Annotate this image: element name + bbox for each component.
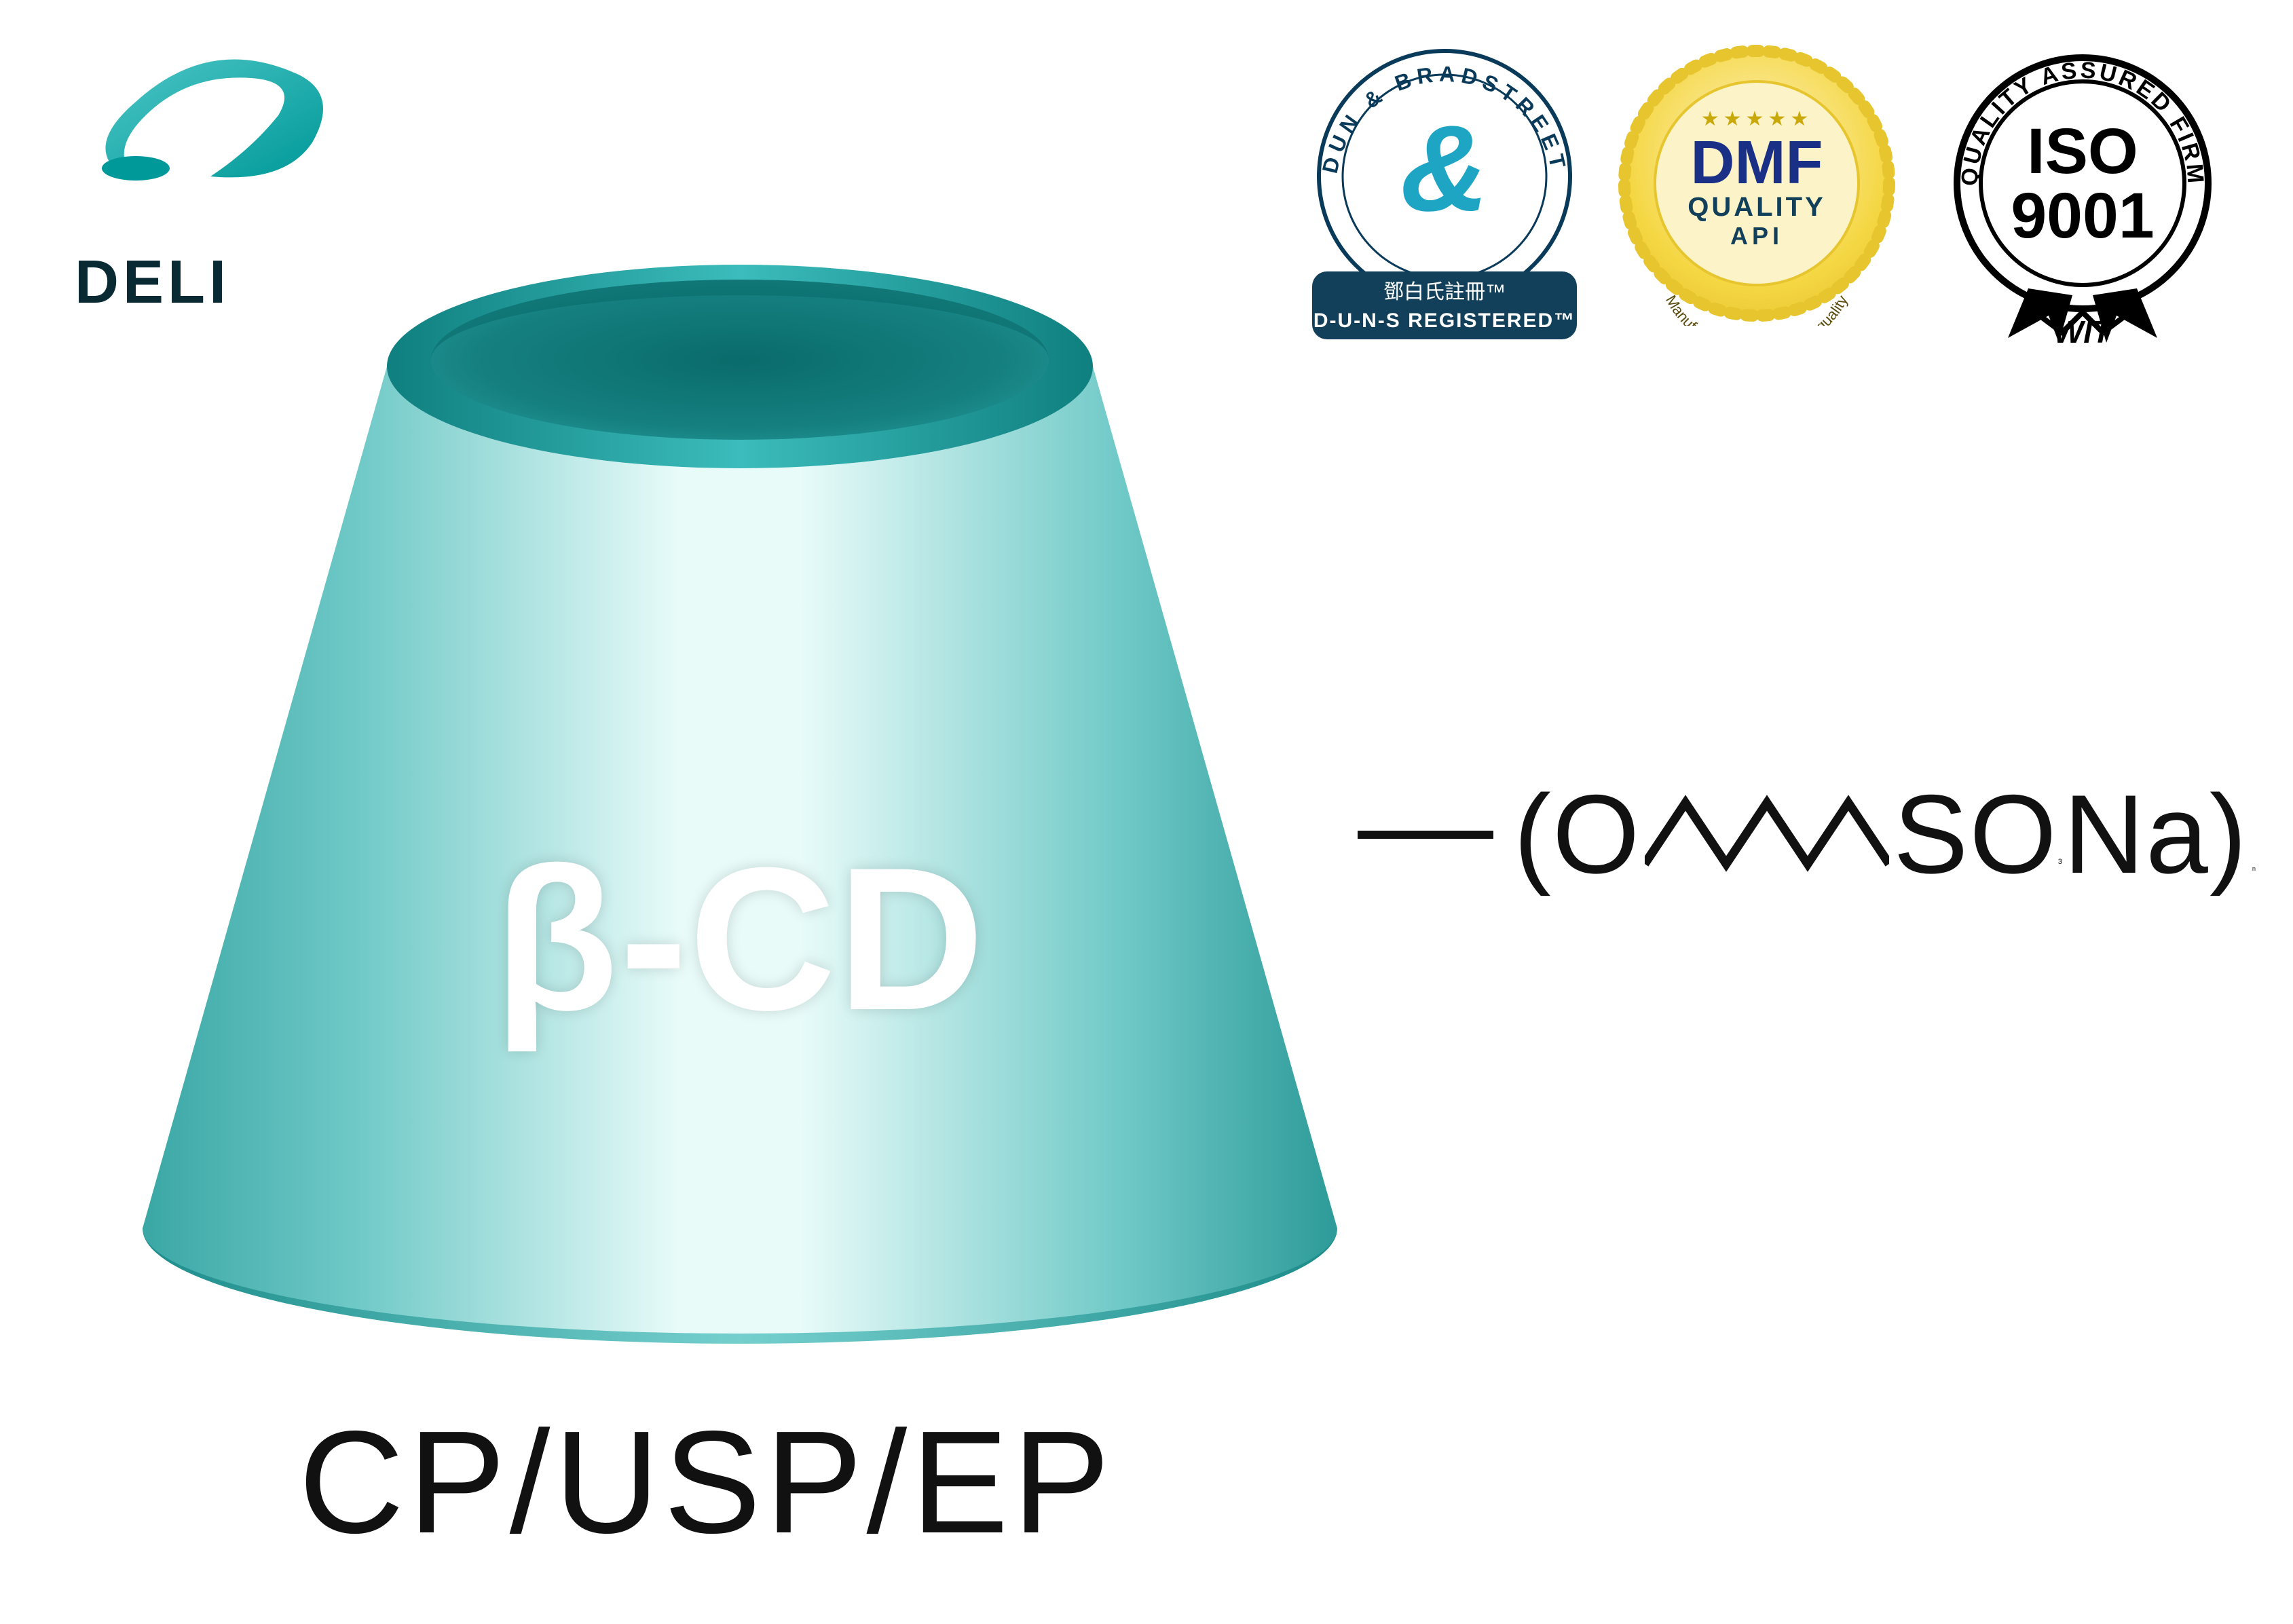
certification-badges: DUN & BRADSTREET & 鄧白氏註冊™ D-U-N-S REGIST… [1288,41,2225,326]
formula-sub3: 3 [2058,858,2064,866]
cone-label: β-CD [494,821,986,1056]
dmf-quality: QUALITY [1688,192,1826,222]
formula-open: ( [1514,770,1552,899]
cyclodextrin-cone-diagram: β-CD [122,224,1358,1323]
formula-close: ) [2210,770,2248,899]
zigzag-icon [1645,791,1889,879]
logo-swoosh-icon [75,41,360,244]
chemical-formula: ( O SO 3 Na ) n [1358,770,2257,899]
iso-line1: ISO [2027,115,2138,187]
iso-badge: QUALITY ASSURED FIRM ISO 9001 WIT [1940,41,2225,326]
duns-chinese: 鄧白氏註冊™ [1383,281,1506,303]
dmf-title: DMF [1691,129,1823,197]
dmf-stars: ★★★★★ [1701,108,1812,130]
formula-so: SO [1893,770,2057,899]
pharmacopoeia-standards: CP/USP/EP [299,1398,1114,1566]
dmf-api: API [1730,222,1783,250]
formula-na: Na [2064,770,2210,899]
iso-line2: 9001 [2011,180,2154,252]
bond-line-icon [1358,821,1507,848]
formula-n: n [2252,865,2257,872]
dmf-badge: ★★★★★ DMF QUALITY API Manufactured with … [1614,41,1899,326]
formula-o: O [1552,770,1641,899]
ampersand-icon: & [1400,100,1489,237]
